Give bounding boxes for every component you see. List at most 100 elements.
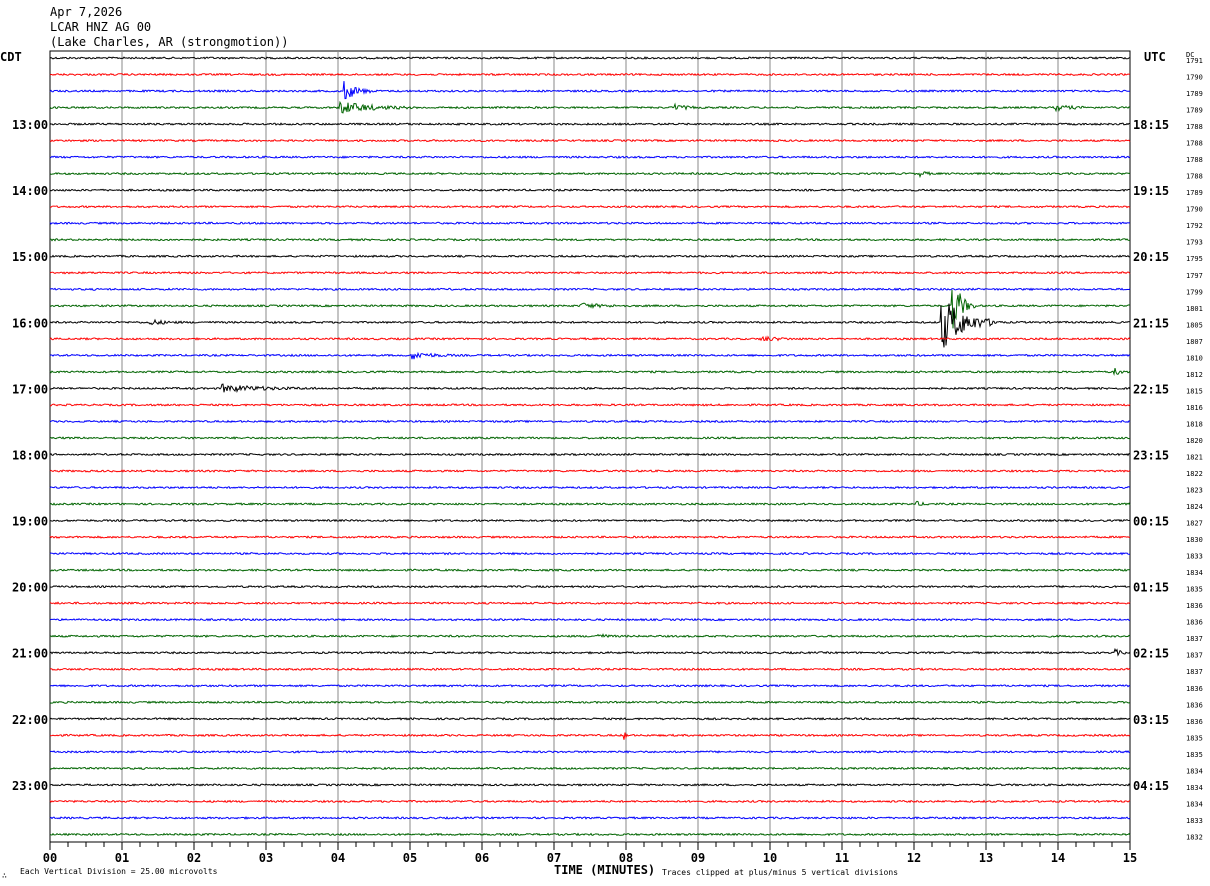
dc-offset-value: 1837 (1186, 668, 1203, 676)
date-label: Apr 7,2026 (50, 5, 122, 19)
seismic-trace (49, 601, 1131, 605)
utc-time-label: 01:15 (1133, 581, 1169, 595)
dc-offset-value: 1834 (1186, 569, 1203, 577)
seismic-trace (49, 56, 1131, 60)
seismic-trace (49, 138, 1131, 143)
seismic-trace (49, 551, 1130, 556)
cdt-time-label: 20:00 (12, 581, 48, 595)
dc-offset-value: 1833 (1186, 553, 1203, 561)
dc-offset-value: 1830 (1186, 536, 1203, 544)
seismic-trace (49, 155, 1131, 159)
seismic-trace (49, 221, 1131, 226)
x-tick-label: 08 (619, 851, 633, 865)
seismic-trace (49, 351, 1131, 360)
seismic-trace (49, 568, 1130, 572)
station-label: LCAR HNZ AG 00 (50, 20, 151, 34)
x-tick-label: 05 (403, 851, 417, 865)
seismic-trace (49, 419, 1131, 424)
seismic-trace (49, 100, 1131, 114)
dc-offset-value: 1837 (1186, 635, 1203, 643)
dc-offset-value: 1788 (1186, 140, 1203, 148)
dc-offset-value: 1834 (1186, 784, 1203, 792)
dc-offset-value: 1827 (1186, 520, 1203, 528)
seismic-trace (49, 816, 1131, 820)
cdt-time-label: 17:00 (12, 382, 48, 396)
x-tick-label: 12 (907, 851, 921, 865)
cdt-time-label: 22:00 (12, 713, 48, 727)
cdt-time-label: 23:00 (12, 779, 48, 793)
seismic-trace (49, 667, 1131, 672)
seismic-trace (49, 367, 1131, 376)
dc-offset-value: 1822 (1186, 470, 1203, 478)
utc-time-label: 04:15 (1133, 779, 1169, 793)
utc-time-label: 03:15 (1133, 713, 1169, 727)
x-tick-label: 03 (259, 851, 273, 865)
seismic-trace (49, 832, 1131, 837)
seismic-trace (49, 335, 1131, 342)
x-tick-label: 02 (187, 851, 201, 865)
dc-offset-value: 1792 (1186, 222, 1203, 230)
clip-text: Traces clipped at plus/minus 5 vertical … (662, 868, 898, 877)
seismic-trace (49, 237, 1131, 242)
seismic-trace (49, 122, 1131, 127)
seismic-trace (49, 81, 1130, 100)
seismic-trace (49, 732, 1131, 740)
dc-offset-value: 1793 (1186, 239, 1203, 247)
seismic-trace (49, 535, 1131, 539)
dc-offset-value: 1795 (1186, 255, 1203, 263)
x-axis-title: TIME (MINUTES) (554, 863, 655, 877)
utc-time-label: 23:15 (1133, 448, 1169, 462)
x-tick-label: 01 (115, 851, 129, 865)
dc-offset-value: 1789 (1186, 107, 1203, 115)
seismic-trace (49, 766, 1131, 771)
seismic-trace (49, 633, 1131, 639)
dc-offset-value: 1797 (1186, 272, 1203, 280)
cdt-time-label: 15:00 (12, 250, 48, 264)
seismic-trace (49, 270, 1131, 275)
seismic-trace (49, 716, 1131, 721)
dc-offset-value: 1836 (1186, 701, 1203, 709)
seismic-trace (49, 254, 1131, 259)
dc-offset-value: 1788 (1186, 123, 1203, 131)
cdt-time-label: 14:00 (12, 184, 48, 198)
seismic-trace (49, 584, 1131, 589)
x-tick-label: 10 (763, 851, 777, 865)
seismic-trace (49, 783, 1131, 787)
dc-offset-value: 1836 (1186, 602, 1203, 610)
seismic-trace (49, 436, 1131, 440)
utc-time-label: 19:15 (1133, 184, 1169, 198)
dc-offset-value: 1791 (1186, 57, 1203, 65)
seismic-trace (49, 500, 1131, 506)
utc-time-label: 22:15 (1133, 382, 1169, 396)
seismic-trace (49, 403, 1131, 407)
x-tick-label: 14 (1051, 851, 1065, 865)
dc-offset-value: 1816 (1186, 404, 1203, 412)
utc-time-label: 21:15 (1133, 316, 1169, 330)
seismic-trace (49, 518, 1131, 523)
scale-text: Each Vertical Division = 25.00 microvolt… (20, 867, 218, 876)
cdt-time-label: 16:00 (12, 316, 48, 330)
corner-mark: ∴ (2, 871, 7, 880)
dc-offset-value: 1835 (1186, 586, 1203, 594)
dc-offset-value: 1833 (1186, 817, 1203, 825)
dc-offset-value: 1789 (1186, 90, 1203, 98)
left-zone-label: CDT (0, 50, 22, 64)
cdt-time-label: 13:00 (12, 118, 48, 132)
dc-offset-value: 1789 (1186, 189, 1203, 197)
x-tick-label: 04 (331, 851, 345, 865)
dc-offset-value: 1834 (1186, 800, 1203, 808)
dc-offset-value: 1790 (1186, 206, 1203, 214)
seismic-trace (49, 469, 1131, 473)
dc-offset-value: 1835 (1186, 751, 1203, 759)
dc-offset-value: 1820 (1186, 437, 1203, 445)
dc-offset-value: 1834 (1186, 767, 1203, 775)
seismic-trace (49, 171, 1131, 179)
plot-frame (49, 50, 1131, 843)
x-tick-label: 13 (979, 851, 993, 865)
dc-label: DC (1186, 51, 1194, 59)
seismic-trace (49, 383, 1131, 393)
seismic-trace (49, 617, 1131, 622)
dc-offset-value: 1821 (1186, 453, 1203, 461)
seismic-trace (49, 289, 1131, 329)
